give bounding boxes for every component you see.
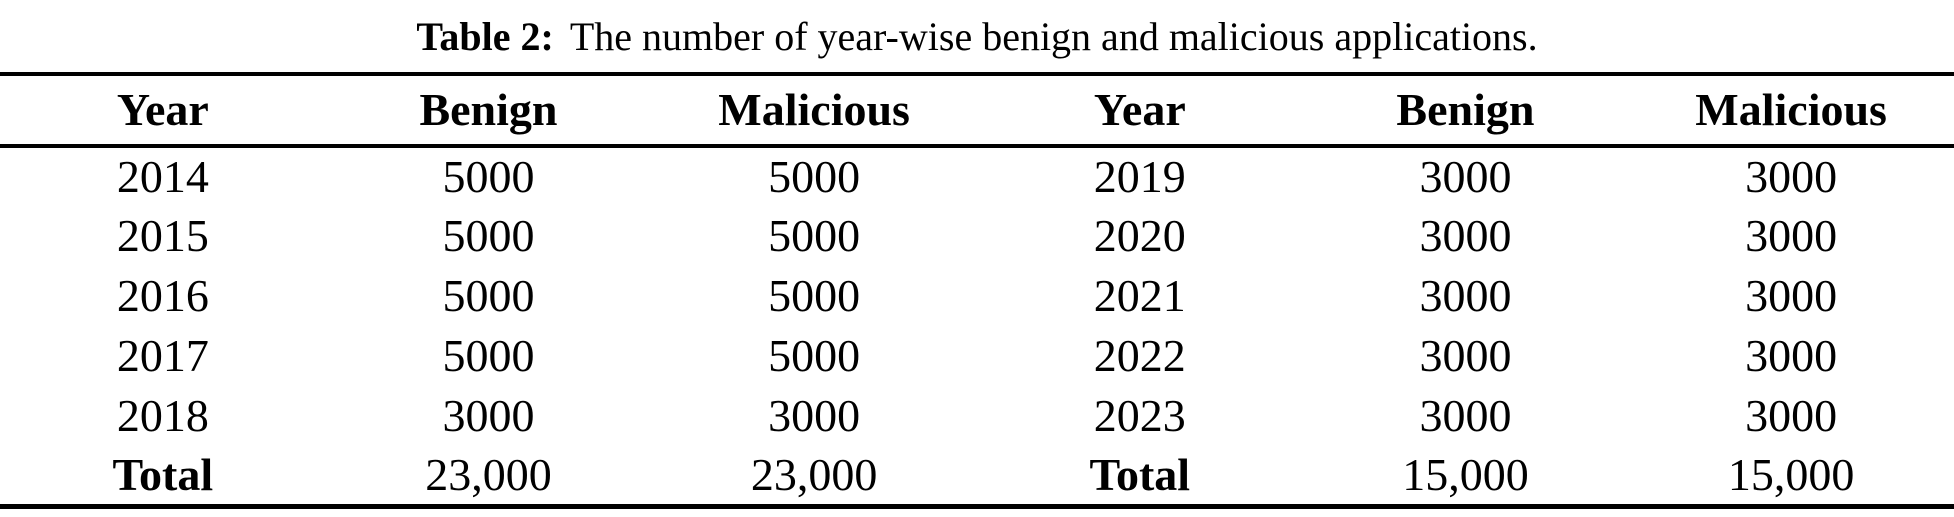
column-header-malicious-left: Malicious	[718, 84, 910, 135]
table-row-total: Total 23,000 23,000 Total 15,000 15,000	[0, 446, 1954, 506]
column-header-malicious-right: Malicious	[1695, 84, 1887, 135]
cell-benign: 3000	[1419, 210, 1512, 261]
table-row: 2015 5000 5000 2020 3000 3000	[0, 206, 1954, 266]
cell-benign: 5000	[442, 210, 535, 261]
cell-benign: 3000	[1419, 390, 1512, 441]
cell-benign: 3000	[1419, 330, 1512, 381]
column-header-year-left: Year	[116, 84, 209, 135]
cell-total-label: Total	[112, 448, 214, 500]
cell-year: 2019	[1093, 151, 1186, 202]
cell-malicious: 3000	[1745, 270, 1838, 321]
year-wise-applications-table: Year Benign Malicious Year Benign Malici…	[0, 72, 1954, 509]
cell-year: 2018	[116, 390, 209, 441]
table-row: 2017 5000 5000 2022 3000 3000	[0, 326, 1954, 386]
table-caption: Table 2: The number of year-wise benign …	[0, 0, 1954, 72]
cell-benign: 5000	[442, 270, 535, 321]
table-row: 2014 5000 5000 2019 3000 3000	[0, 146, 1954, 206]
cell-malicious-total: 15,000	[1727, 448, 1855, 500]
cell-benign: 5000	[442, 330, 535, 381]
cell-year: 2020	[1093, 210, 1186, 261]
cell-malicious: 3000	[1745, 330, 1838, 381]
cell-benign-total: 15,000	[1402, 448, 1529, 500]
column-header-benign-right: Benign	[1396, 84, 1535, 135]
header-row: Year Benign Malicious Year Benign Malici…	[0, 74, 1954, 146]
cell-total-label: Total	[1089, 448, 1191, 500]
cell-malicious: 3000	[1745, 390, 1838, 441]
table-row: 2018 3000 3000 2023 3000 3000	[0, 386, 1954, 446]
cell-malicious: 5000	[768, 270, 861, 321]
cell-year: 2016	[116, 270, 209, 321]
cell-malicious: 3000	[1745, 210, 1838, 261]
cell-year: 2015	[116, 210, 209, 261]
cell-year: 2014	[116, 151, 209, 202]
cell-year: 2022	[1093, 330, 1186, 381]
cell-benign-total: 23,000	[425, 448, 552, 500]
cell-benign: 3000	[442, 390, 535, 441]
column-header-year-right: Year	[1093, 84, 1186, 135]
table-caption-text: The number of year-wise benign and malic…	[569, 13, 1538, 59]
cell-year: 2021	[1093, 270, 1186, 321]
column-header-benign-left: Benign	[419, 84, 558, 135]
cell-malicious: 3000	[1745, 151, 1838, 202]
cell-malicious: 5000	[768, 151, 861, 202]
cell-malicious: 5000	[768, 210, 861, 261]
table-row: 2016 5000 5000 2021 3000 3000	[0, 266, 1954, 326]
cell-malicious: 3000	[768, 390, 861, 441]
cell-malicious-total: 23,000	[750, 448, 878, 500]
cell-year: 2017	[116, 330, 209, 381]
cell-malicious: 5000	[768, 330, 861, 381]
cell-benign: 5000	[442, 151, 535, 202]
cell-year: 2023	[1093, 390, 1186, 441]
table-caption-label: Table 2:	[416, 13, 554, 59]
cell-benign: 3000	[1419, 270, 1512, 321]
cell-benign: 3000	[1419, 151, 1512, 202]
